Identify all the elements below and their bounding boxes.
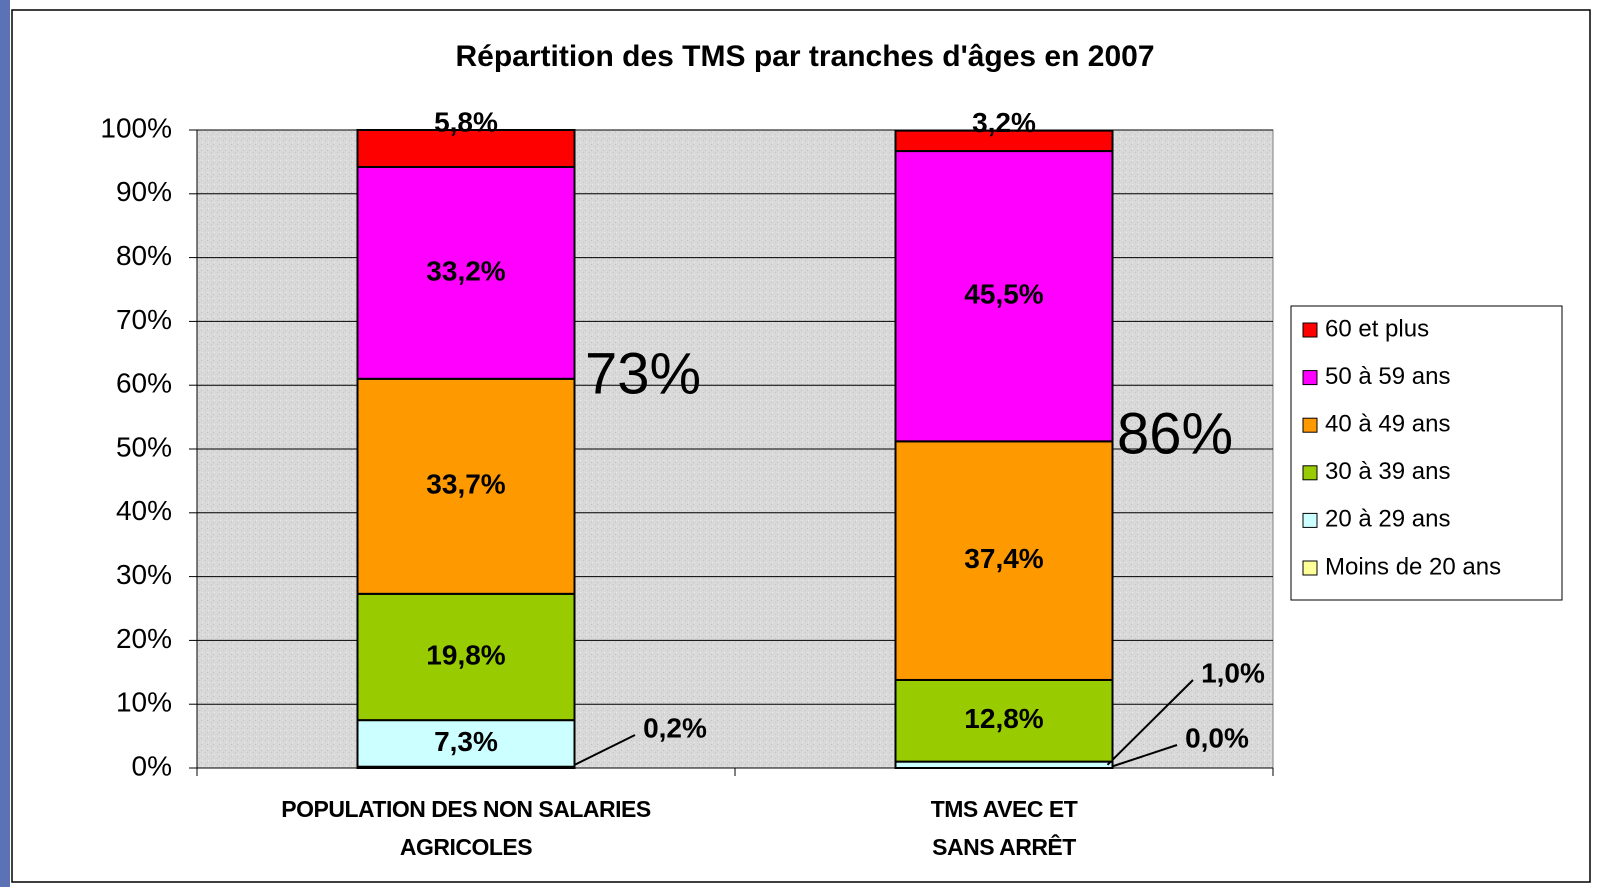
value-label: 37,4% bbox=[964, 543, 1043, 574]
y-tick-label: 30% bbox=[116, 559, 172, 590]
legend-swatch bbox=[1302, 370, 1318, 386]
y-tick-label: 70% bbox=[116, 304, 172, 335]
bar-segment bbox=[356, 129, 576, 169]
legend-label: 30 à 39 ans bbox=[1325, 458, 1450, 485]
value-label: 33,7% bbox=[426, 469, 505, 500]
chart-title: Répartition des TMS par tranches d'âges … bbox=[455, 40, 1154, 73]
leader-line bbox=[1106, 679, 1194, 766]
value-label: 12,8% bbox=[964, 703, 1043, 734]
legend-label: 60 et plus bbox=[1325, 315, 1429, 342]
y-tick-label: 90% bbox=[116, 176, 172, 207]
legend-label: Moins de 20 ans bbox=[1325, 553, 1501, 580]
y-tick-label: 80% bbox=[116, 240, 172, 271]
value-label: 1,0% bbox=[1201, 657, 1265, 688]
legend-label: 40 à 49 ans bbox=[1325, 411, 1450, 438]
x-tick-label: POPULATION DES NON SALARIES AGRICOLES bbox=[281, 796, 651, 860]
leader-line bbox=[569, 734, 636, 769]
legend-swatch bbox=[1302, 512, 1318, 528]
bar-segment bbox=[356, 377, 576, 595]
value-label: 45,5% bbox=[964, 279, 1043, 310]
annotation: 73% bbox=[585, 341, 701, 406]
bar-segment bbox=[894, 129, 1114, 153]
value-label: 3,2% bbox=[972, 107, 1036, 138]
value-label: 0,2% bbox=[643, 712, 707, 743]
legend-label: 50 à 59 ans bbox=[1325, 363, 1450, 390]
legend-swatch bbox=[1302, 560, 1318, 576]
bar-segment bbox=[894, 150, 1114, 443]
bar-segment bbox=[356, 719, 576, 768]
value-label: 7,3% bbox=[434, 726, 498, 757]
value-label: 5,8% bbox=[434, 106, 498, 137]
legend-swatch bbox=[1302, 322, 1318, 338]
leader-line bbox=[1107, 744, 1178, 769]
y-tick-label: 0% bbox=[132, 750, 172, 781]
y-tick-label: 100% bbox=[100, 112, 172, 143]
y-tick-label: 20% bbox=[116, 623, 172, 654]
value-label: 19,8% bbox=[426, 639, 505, 670]
legend-label: 20 à 29 ans bbox=[1325, 506, 1450, 533]
y-tick-label: 50% bbox=[116, 431, 172, 462]
legend-swatch bbox=[1302, 465, 1318, 481]
y-tick-label: 10% bbox=[116, 687, 172, 718]
legend-swatch bbox=[1302, 417, 1318, 433]
legend-box bbox=[1290, 305, 1563, 601]
annotation: 86% bbox=[1117, 401, 1233, 466]
slide-edge bbox=[0, 0, 10, 887]
bar-segment bbox=[894, 678, 1114, 763]
bar-segment bbox=[894, 440, 1114, 681]
bar-segment bbox=[356, 592, 576, 722]
y-tick-label: 60% bbox=[116, 368, 172, 399]
value-label: 33,2% bbox=[426, 255, 505, 286]
bar-segment bbox=[356, 166, 576, 380]
value-label: 0,0% bbox=[1185, 722, 1249, 753]
x-tick-label: TMS AVEC ET SANS ARRÊT bbox=[930, 796, 1078, 860]
y-tick-label: 40% bbox=[116, 495, 172, 526]
